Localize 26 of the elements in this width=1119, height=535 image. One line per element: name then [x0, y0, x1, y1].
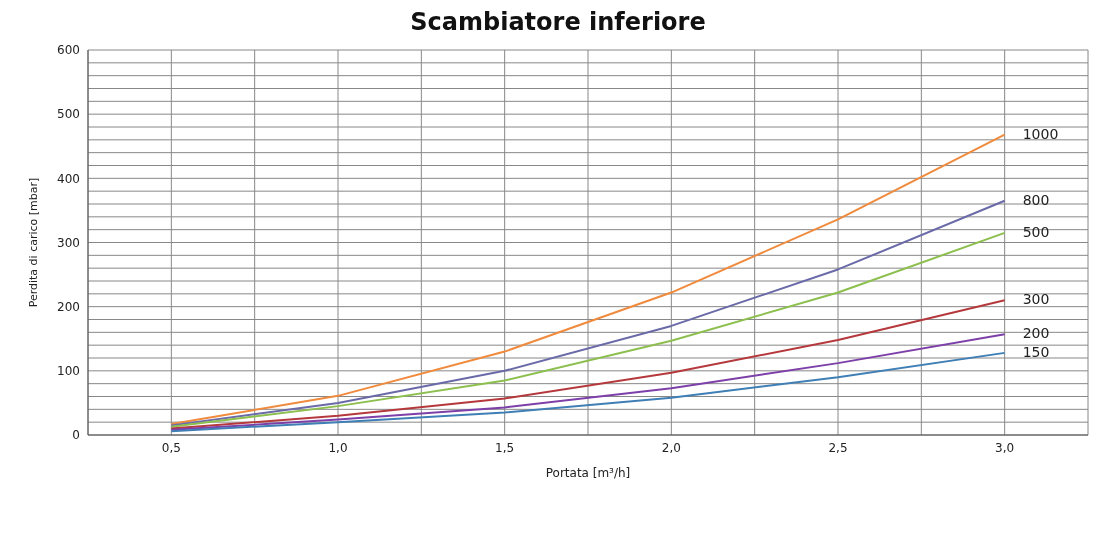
series-label: 1000	[1022, 125, 1059, 142]
x-tick-label: 3,0	[995, 440, 1015, 455]
series-label: 800	[1022, 191, 1050, 208]
x-axis-title: Portata [m³/h]	[545, 466, 631, 480]
y-tick-label: 500	[57, 107, 80, 122]
series-label: 200	[1022, 325, 1050, 342]
y-tick-label: 400	[57, 171, 80, 186]
line-series	[170, 351, 1006, 433]
y-axis-title: Perdita di carico [mbar]	[26, 177, 40, 308]
y-tick-label: 100	[57, 364, 80, 379]
series-label: 500	[1022, 223, 1050, 240]
y-tick-label: 300	[57, 235, 80, 250]
series-label: 300	[1022, 291, 1050, 308]
y-tick-label: 0	[72, 428, 80, 443]
line-series	[170, 299, 1006, 430]
x-tick-label: 0,5	[161, 440, 181, 455]
series-label: 150	[1022, 343, 1050, 360]
line-series	[170, 133, 1006, 426]
y-tick-label: 200	[57, 299, 80, 314]
y-tick-label: 600	[57, 43, 80, 58]
x-tick-label: 1,5	[495, 440, 515, 455]
chart-title: Scambiatore inferiore	[409, 8, 707, 36]
x-tick-label: 2,0	[661, 440, 681, 455]
line-series	[170, 333, 1006, 431]
x-tick-label: 2,5	[828, 440, 848, 455]
x-tick-label: 1,0	[328, 440, 348, 455]
